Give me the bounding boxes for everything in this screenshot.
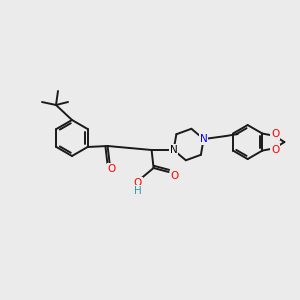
Text: O: O [271, 145, 280, 155]
Text: O: O [271, 129, 280, 139]
Text: H: H [134, 186, 142, 196]
Text: O: O [170, 171, 179, 181]
Text: O: O [107, 164, 116, 174]
Text: N: N [170, 145, 178, 155]
Text: O: O [134, 178, 142, 188]
Text: N: N [200, 134, 208, 144]
